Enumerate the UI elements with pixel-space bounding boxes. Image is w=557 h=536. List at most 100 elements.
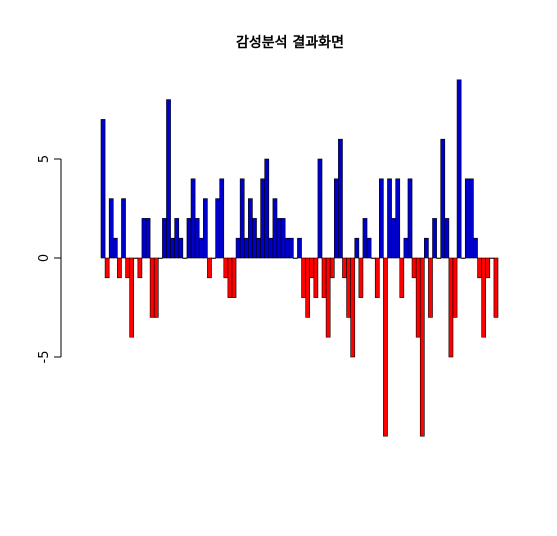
bar [239, 178, 245, 259]
bar [149, 257, 155, 318]
bar [399, 257, 405, 298]
bar [231, 257, 237, 298]
bar [436, 257, 441, 259]
bar [190, 178, 196, 259]
bar [374, 257, 380, 298]
bar [272, 198, 278, 259]
bar [448, 257, 454, 358]
bar [305, 257, 311, 318]
bar [145, 218, 151, 259]
bar [207, 257, 212, 279]
bar [309, 257, 315, 279]
bar [329, 257, 335, 279]
bar [403, 237, 409, 259]
bar [325, 257, 331, 338]
bar [203, 198, 208, 259]
bar [354, 237, 360, 259]
bar [198, 237, 204, 259]
bar [383, 257, 388, 437]
bar [227, 257, 233, 298]
bar [415, 257, 421, 338]
bar [489, 257, 495, 259]
bar [276, 218, 282, 259]
bar [108, 198, 114, 259]
bar [464, 178, 470, 259]
bar [342, 257, 347, 279]
bar [112, 237, 118, 259]
bar [260, 178, 266, 259]
bar [178, 237, 184, 259]
bar [456, 79, 462, 259]
bar [137, 257, 143, 279]
bar [407, 178, 413, 259]
bar [186, 218, 192, 259]
bar [223, 257, 229, 279]
bar [264, 158, 270, 259]
bar [313, 257, 319, 298]
bar [366, 237, 372, 259]
bar [280, 218, 286, 259]
bar [419, 257, 425, 437]
bar [452, 257, 458, 318]
bar [174, 218, 180, 259]
bar [460, 257, 466, 259]
bar [358, 257, 364, 298]
bar [338, 138, 343, 259]
bar [317, 158, 323, 259]
bar [100, 119, 106, 259]
bar [125, 257, 130, 279]
bar [194, 218, 200, 259]
bar [288, 237, 294, 259]
bar [424, 237, 429, 259]
bar [284, 237, 290, 259]
bar [166, 99, 171, 259]
bar [219, 178, 225, 259]
bar [215, 198, 220, 259]
bar [321, 257, 327, 298]
bar [493, 257, 499, 318]
y-axis: -5 0 5 [37, 155, 62, 364]
bar [432, 218, 437, 259]
bars [100, 79, 499, 437]
bar [444, 218, 450, 259]
bar [485, 257, 491, 279]
bar [440, 138, 446, 259]
bar [252, 218, 257, 259]
bar [153, 257, 159, 318]
bar [346, 257, 351, 318]
bar [411, 257, 417, 279]
bar [158, 257, 163, 259]
bar [162, 218, 167, 259]
bar [211, 257, 216, 259]
bar [301, 257, 306, 298]
bar [141, 218, 147, 259]
bar [117, 257, 122, 279]
bar [104, 257, 110, 279]
bar [243, 237, 249, 259]
bar [248, 198, 253, 259]
bar [133, 257, 139, 259]
y-tick-label: 5 [37, 155, 52, 163]
bar [477, 257, 482, 279]
bar [170, 237, 175, 259]
chart-title: 감성분석 결과화면 [236, 34, 344, 51]
y-tick-label: -5 [37, 351, 52, 364]
bar [235, 237, 241, 259]
bar [428, 257, 433, 318]
bar [333, 178, 339, 259]
bar [256, 237, 261, 259]
bar [129, 257, 135, 338]
bar [370, 257, 376, 259]
bar [481, 257, 487, 338]
bar [297, 237, 302, 259]
bar [182, 257, 188, 259]
bar [395, 178, 401, 259]
bar [268, 237, 274, 259]
bar [121, 198, 126, 259]
bar [387, 178, 392, 259]
bar [350, 257, 356, 358]
bar [391, 218, 396, 259]
y-tick-label: 0 [37, 254, 52, 262]
bar [362, 218, 368, 259]
